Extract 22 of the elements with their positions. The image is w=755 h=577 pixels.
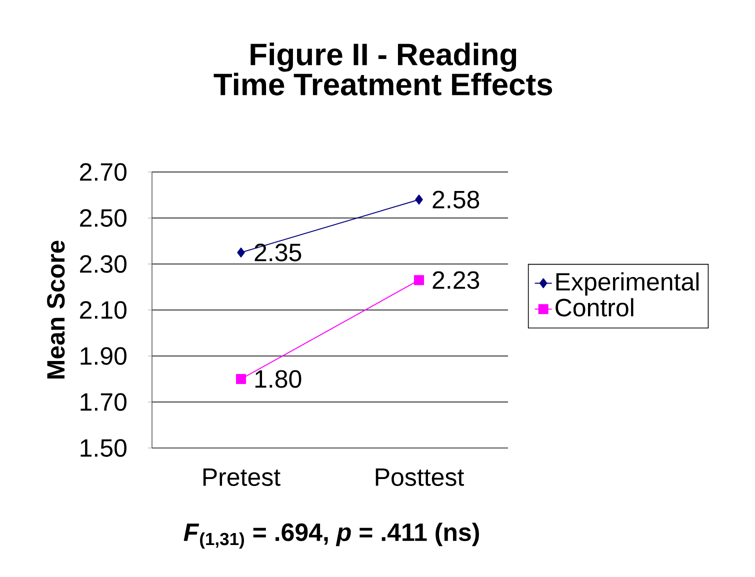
point: [237, 247, 245, 258]
point: [236, 374, 246, 384]
y-tick-label: 1.90: [80, 347, 126, 365]
chart-title: Figure II - Reading Time Treatment Effects: [214, 42, 552, 96]
y-tick-label: 1.70: [80, 393, 126, 411]
data-label: 2.58: [432, 190, 480, 208]
x-axis-title: F$_{(1,31)}$ = .694, p = .411 (ns): [184, 522, 479, 549]
y-tick-label: 2.70: [80, 163, 126, 181]
point: [414, 275, 424, 286]
data-label: 1.80: [255, 370, 302, 388]
x-tick-label: Posttest: [376, 468, 464, 486]
legend-label: Experimental: [556, 272, 699, 296]
y-tick-label: 2.10: [80, 301, 126, 319]
y-tick-label: 2.30: [80, 255, 126, 273]
y-axis-title: Mean Score: [47, 240, 65, 378]
point: [415, 194, 423, 205]
data-label: 2.23: [432, 271, 480, 289]
legend-label: Control: [556, 298, 634, 317]
x-tick-label: Pretest: [203, 468, 280, 486]
data-label: 2.35: [254, 244, 302, 262]
y-tick-label: 2.50: [80, 209, 126, 227]
y-tick-label: 1.50: [80, 439, 126, 457]
